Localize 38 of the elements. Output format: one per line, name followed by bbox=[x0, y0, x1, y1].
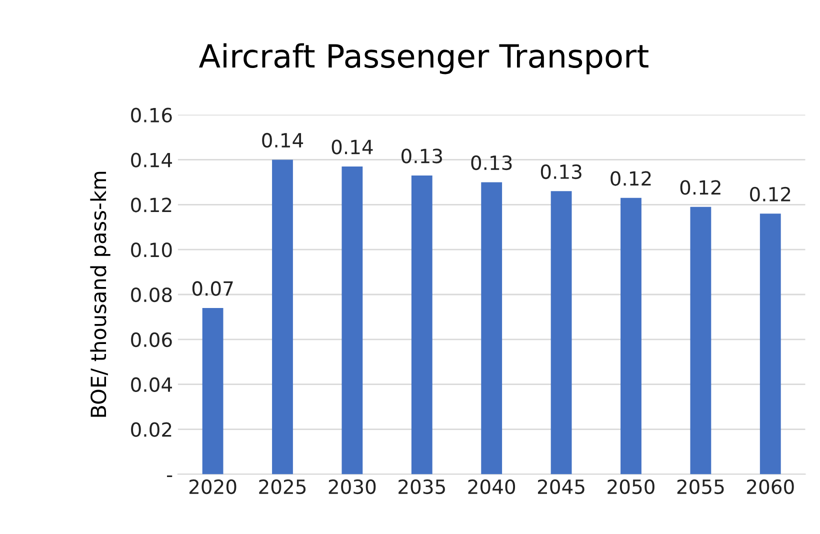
x-tick-label: 2060 bbox=[747, 479, 794, 494]
bar bbox=[481, 182, 502, 474]
data-label: 0.13 bbox=[471, 155, 512, 170]
bar bbox=[202, 308, 224, 474]
data-label: 0.07 bbox=[192, 281, 233, 296]
bar bbox=[620, 198, 642, 474]
chart-title: Aircraft Passenger Transport bbox=[198, 43, 648, 74]
data-label: 0.13 bbox=[540, 164, 582, 180]
y-tick-label: 0.04 bbox=[131, 377, 172, 392]
bar bbox=[272, 160, 293, 474]
x-tick-label: 2035 bbox=[398, 479, 445, 494]
data-label: 0.12 bbox=[750, 186, 790, 202]
y-axis-title: BOE/ thousand pass-km bbox=[90, 172, 110, 417]
bar bbox=[411, 175, 432, 474]
y-tick-label: - bbox=[167, 475, 172, 478]
y-tick-label: 0.12 bbox=[131, 198, 172, 212]
x-tick-label: 2040 bbox=[468, 479, 516, 494]
y-tick-label: 0.02 bbox=[131, 422, 172, 437]
x-tick-label: 2020 bbox=[189, 479, 236, 494]
y-tick-label: 0.06 bbox=[131, 332, 172, 348]
bar bbox=[550, 191, 572, 474]
bar bbox=[342, 166, 363, 474]
bar bbox=[690, 206, 712, 474]
x-tick-label: 2025 bbox=[259, 479, 306, 494]
x-tick-label: 2050 bbox=[608, 479, 654, 494]
data-label: 0.14 bbox=[332, 140, 373, 154]
data-label: 0.13 bbox=[402, 148, 442, 164]
data-label: 0.12 bbox=[610, 171, 651, 186]
y-tick-label: 0.10 bbox=[131, 242, 172, 258]
data-label: 0.14 bbox=[262, 132, 304, 148]
bar bbox=[760, 214, 781, 474]
x-tick-label: 2045 bbox=[538, 479, 584, 494]
x-tick-label: 2030 bbox=[328, 479, 376, 494]
data-label: 0.12 bbox=[680, 180, 720, 195]
x-tick-label: 2055 bbox=[677, 479, 724, 494]
y-tick-label: 0.14 bbox=[131, 152, 172, 168]
y-tick-label: 0.16 bbox=[131, 108, 172, 122]
y-tick-label: 0.08 bbox=[131, 287, 172, 302]
